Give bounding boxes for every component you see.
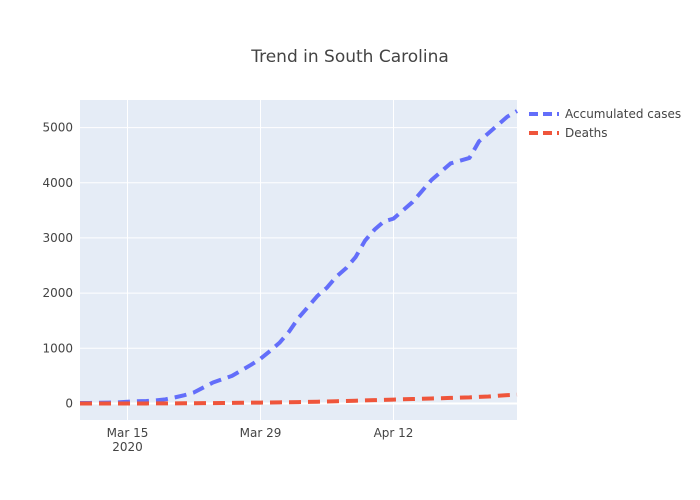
legend-item-deaths[interactable]: Deaths: [529, 126, 608, 140]
series-line-deaths: [80, 392, 518, 406]
x-tick-label: Mar 15: [107, 426, 149, 440]
legend-label: Accumulated cases: [565, 107, 681, 121]
x-tick-label: Mar 29: [240, 426, 282, 440]
x-tick-label: Apr 12: [374, 426, 414, 440]
y-tick-label: 1000: [42, 341, 73, 355]
y-tick-label: 3000: [42, 231, 73, 245]
y-tick-label: 4000: [42, 176, 73, 190]
chart-title: Trend in South Carolina: [250, 47, 449, 67]
series-line-accumulated-cases: [79, 109, 519, 406]
gridlines: [80, 100, 517, 420]
y-tick-label: 5000: [42, 121, 73, 135]
x-tick-year-label: 2020: [112, 440, 143, 454]
legend[interactable]: Accumulated cases Deaths: [529, 107, 681, 140]
legend-label: Deaths: [565, 126, 608, 140]
y-tick-label: 2000: [42, 286, 73, 300]
y-tick-label: 0: [65, 396, 73, 410]
series-lines: [79, 109, 519, 406]
plot-area: [80, 100, 517, 420]
legend-item-accumulated-cases[interactable]: Accumulated cases: [529, 107, 681, 121]
